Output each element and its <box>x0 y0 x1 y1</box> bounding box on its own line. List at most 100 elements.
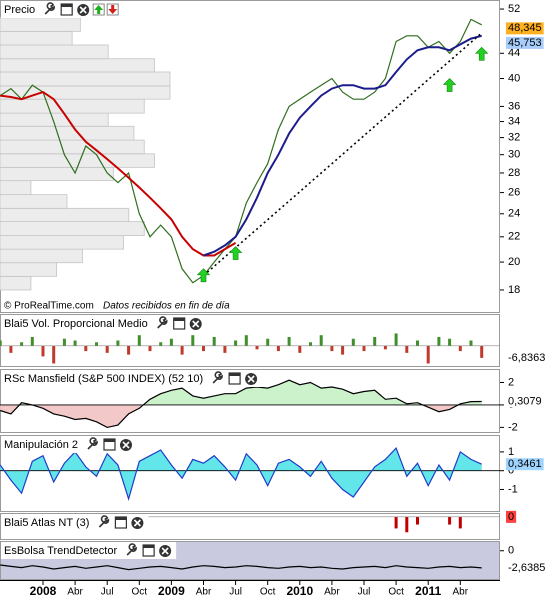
panel-header: Manipulación 2 <box>1 436 137 453</box>
histogram-bar <box>394 516 398 529</box>
plot-area <box>0 379 500 429</box>
y-tick-label: 1 <box>508 446 514 458</box>
close-icon-cross <box>133 519 141 527</box>
plot-area <box>0 17 489 291</box>
histogram-bar <box>73 340 77 346</box>
histogram-bar <box>20 342 24 346</box>
volume-profile-bar <box>0 139 145 155</box>
histogram-bar <box>426 345 430 364</box>
series-line <box>0 564 482 571</box>
histogram-bar <box>458 345 462 352</box>
y-tick-label: 36 <box>508 100 520 112</box>
settings-icon[interactable] <box>98 515 110 528</box>
histogram-bar <box>191 335 195 346</box>
header-background <box>1 436 137 453</box>
y-tick-label: 2 <box>508 376 514 388</box>
histogram-bar <box>62 338 66 346</box>
histogram-bar <box>405 345 409 353</box>
settings-icon[interactable] <box>157 316 168 329</box>
histogram-bar <box>95 342 98 346</box>
settings-icon[interactable] <box>212 371 223 384</box>
x-tick-label: Abr <box>453 587 469 598</box>
window-icon-bar <box>104 439 115 442</box>
histogram-bar <box>351 338 355 346</box>
y-tick-label: 0 <box>508 465 514 477</box>
y-tick-label: 0 <box>508 545 514 557</box>
histogram-bar <box>394 333 398 346</box>
window-icon-bar <box>61 4 73 7</box>
volume-profile-bar <box>0 58 155 73</box>
histogram-bar <box>437 336 441 346</box>
x-tick-label: Oct <box>388 587 404 598</box>
area-fill <box>19 380 482 405</box>
histogram-bar <box>127 345 131 355</box>
panel: © ProRealTime.com Datos recibidos en fin … <box>0 0 500 313</box>
plot-area <box>0 564 482 571</box>
settings-icon[interactable] <box>126 543 137 556</box>
histogram-bar <box>105 345 109 353</box>
panel-header: Blai5 Vol. Proporcional Medio <box>1 315 207 332</box>
close-icon-cross <box>79 6 87 14</box>
histogram-bar <box>169 338 173 346</box>
histogram-bar <box>469 340 473 346</box>
histogram-bar <box>0 340 2 346</box>
data-note: Datos recibidos en fin de día <box>103 301 230 312</box>
last-value-box <box>506 36 544 49</box>
x-tick-label: 2010 <box>286 584 313 598</box>
histogram-bar <box>373 336 377 346</box>
histogram-bar <box>116 340 120 346</box>
last-value-box <box>506 458 544 471</box>
histogram-bar <box>458 516 462 529</box>
volume-profile-bar <box>0 125 135 141</box>
close-icon-cross <box>122 441 130 449</box>
series-line <box>0 379 482 429</box>
histogram-bar <box>255 345 259 350</box>
close-icon-cross <box>161 547 169 555</box>
x-tick-label: 2011 <box>415 584 441 598</box>
signal-arrow <box>196 268 211 283</box>
header-background <box>1 542 177 559</box>
y-tick-label: 34 <box>508 115 520 127</box>
volume-profile-bar <box>0 98 145 114</box>
up-icon-arrow <box>94 5 104 14</box>
volume-profile-bar <box>0 207 130 223</box>
last-value-label: 0,3079 <box>508 395 542 407</box>
window-icon-bar <box>143 545 155 548</box>
histogram-bar <box>244 335 248 346</box>
last-value-box <box>506 395 544 408</box>
x-tick-label: 2008 <box>30 584 57 598</box>
volume-profile-bar <box>0 166 114 182</box>
histogram-bar <box>341 345 345 355</box>
settings-icon[interactable] <box>44 2 55 15</box>
histogram-bar <box>52 345 56 364</box>
histogram-bar <box>148 345 152 352</box>
volume-profile-bar <box>0 235 125 250</box>
y-tick-label: 18 <box>508 284 520 296</box>
signal-arrow <box>228 246 243 260</box>
panel-title: Manipulación 2 <box>4 439 78 451</box>
panel-header: EsBolsa TrendDetector <box>1 542 177 559</box>
volume-profile-bar <box>0 30 73 46</box>
panel-title: Blai5 Vol. Proporcional Medio <box>4 318 148 330</box>
close-icon-cross <box>192 320 200 328</box>
histogram-bar <box>448 338 452 346</box>
y-tick-label: 26 <box>508 186 520 198</box>
volume-profile-bar <box>0 71 171 87</box>
histogram-bar <box>298 345 302 353</box>
panel-title: EsBolsa TrendDetector <box>4 545 117 557</box>
volume-profile-bar <box>0 153 155 168</box>
settings-icon[interactable] <box>87 437 98 450</box>
x-tick-label: Jul <box>229 587 242 598</box>
area-fill <box>0 470 482 499</box>
volume-profile-bar <box>0 44 109 60</box>
header-background <box>1 315 207 332</box>
last-value-box <box>506 561 548 574</box>
panel-header: Precio <box>1 1 123 18</box>
histogram-bar <box>287 336 291 346</box>
series-line <box>0 90 237 257</box>
window-icon-bar <box>229 373 241 376</box>
last-value-label: 0,3461 <box>508 458 542 470</box>
x-tick-label: Oct <box>132 587 148 598</box>
last-value-tag: -2,6385 <box>506 561 548 574</box>
histogram-bar <box>309 342 312 346</box>
